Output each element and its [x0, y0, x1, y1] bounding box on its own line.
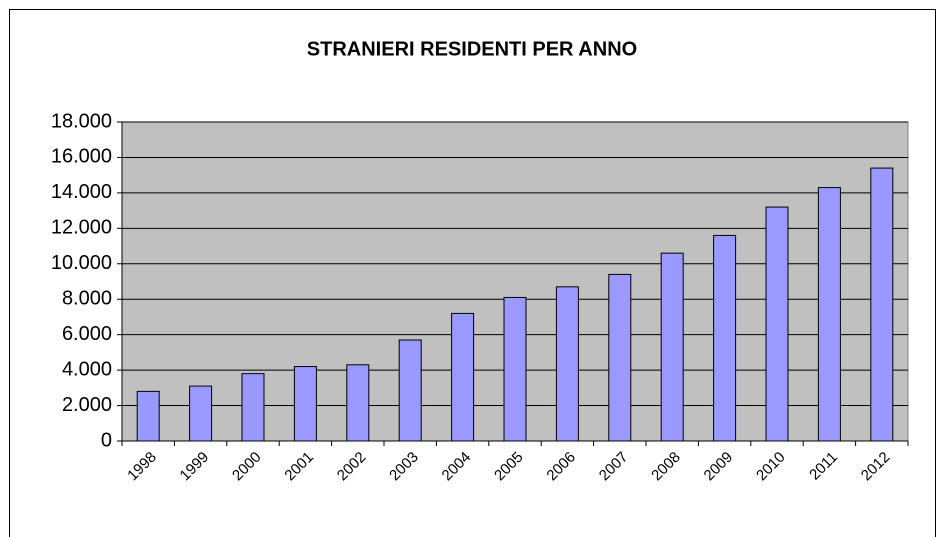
bar — [608, 273, 632, 442]
bar — [555, 286, 579, 442]
bar — [765, 206, 789, 442]
y-tick-label: 4.000 — [62, 358, 112, 380]
bar — [241, 373, 265, 442]
y-tick-label: 14.000 — [51, 181, 112, 203]
bar — [817, 187, 841, 442]
bar — [346, 364, 370, 442]
bar — [189, 385, 213, 442]
y-tick-label: 6.000 — [62, 323, 112, 345]
y-tick-label: 2.000 — [62, 394, 112, 416]
bar — [293, 366, 317, 442]
bar — [660, 252, 684, 442]
y-tick-label: 18.000 — [51, 110, 112, 132]
bar — [451, 312, 475, 442]
bar — [398, 339, 422, 442]
y-tick-label: 0 — [101, 429, 112, 451]
y-tick-label: 12.000 — [51, 217, 112, 239]
chart-title: STRANIERI RESIDENTI PER ANNO — [307, 38, 637, 60]
y-tick-label: 16.000 — [51, 146, 112, 168]
y-tick-label: 10.000 — [51, 252, 112, 274]
y-tick-label: 8.000 — [62, 288, 112, 310]
bar — [870, 167, 894, 442]
bar — [713, 234, 737, 442]
bar — [503, 296, 527, 442]
bar — [136, 390, 160, 442]
